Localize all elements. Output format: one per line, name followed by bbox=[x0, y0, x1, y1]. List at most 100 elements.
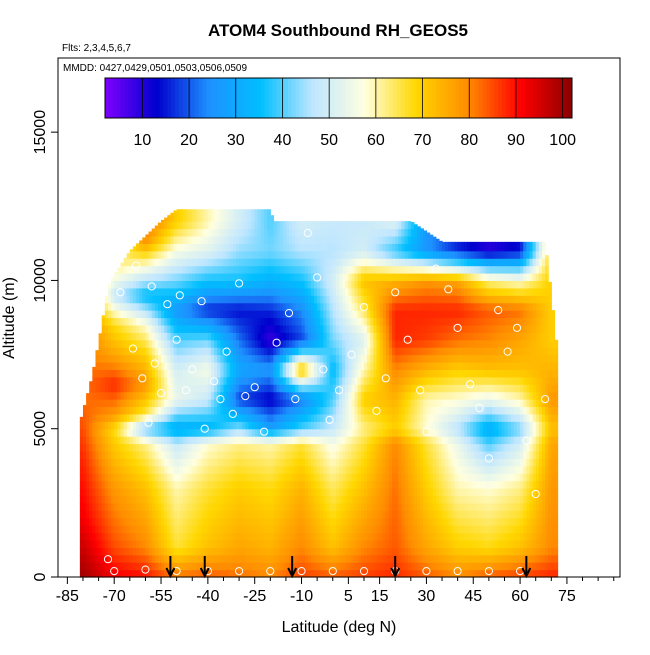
heatmap-cell bbox=[242, 228, 246, 237]
heatmap-cell bbox=[107, 473, 112, 482]
heatmap-cell bbox=[407, 465, 412, 474]
heatmap-cell bbox=[379, 332, 384, 341]
heatmap-cell bbox=[398, 235, 403, 244]
heatmap-cell bbox=[342, 280, 346, 289]
heatmap-cell bbox=[264, 406, 268, 415]
heatmap-cell bbox=[354, 354, 359, 363]
heatmap-cell bbox=[235, 209, 240, 215]
heatmap-cell bbox=[223, 295, 228, 304]
heatmap-cell bbox=[148, 258, 153, 267]
heatmap-cell bbox=[248, 465, 253, 474]
heatmap-cell bbox=[289, 332, 293, 341]
heatmap-cell bbox=[176, 554, 181, 563]
heatmap-cell bbox=[210, 413, 215, 422]
heatmap-cell bbox=[379, 428, 384, 437]
heatmap-cell bbox=[348, 317, 353, 326]
heatmap-cell bbox=[404, 517, 409, 526]
heatmap-cell bbox=[145, 495, 150, 504]
heatmap-cell bbox=[161, 428, 165, 437]
heatmap-cell bbox=[129, 265, 134, 274]
heatmap-cell bbox=[370, 280, 374, 289]
heatmap-cell bbox=[279, 258, 284, 267]
heatmap-cell bbox=[329, 295, 334, 304]
heatmap-cell bbox=[357, 517, 362, 526]
heatmap-cell bbox=[367, 332, 371, 341]
heatmap-cell bbox=[207, 302, 212, 311]
heatmap-cell bbox=[182, 428, 187, 437]
heatmap-cell bbox=[298, 547, 303, 556]
heatmap-cell bbox=[385, 554, 390, 563]
heatmap-cell bbox=[354, 488, 359, 497]
heatmap-cell bbox=[388, 317, 393, 326]
heatmap-cell bbox=[214, 302, 218, 311]
heatmap-cell bbox=[307, 332, 312, 341]
heatmap-cell bbox=[132, 458, 137, 467]
heatmap-cell bbox=[267, 221, 271, 230]
heatmap-cell bbox=[282, 413, 287, 422]
heatmap-cell bbox=[248, 399, 253, 408]
heatmap-cell bbox=[260, 443, 265, 452]
heatmap-cell bbox=[210, 369, 215, 378]
heatmap-cell bbox=[229, 532, 234, 541]
heatmap-cell bbox=[239, 554, 243, 563]
heatmap-cell bbox=[132, 510, 137, 519]
heatmap-cell bbox=[257, 413, 262, 422]
heatmap-cell bbox=[107, 562, 112, 571]
heatmap-cell bbox=[107, 488, 112, 497]
heatmap-cell bbox=[320, 502, 324, 511]
heatmap-cell bbox=[248, 295, 253, 304]
heatmap-cell bbox=[289, 287, 293, 296]
heatmap-cell bbox=[395, 361, 399, 370]
heatmap-cell bbox=[301, 539, 306, 548]
heatmap-cell bbox=[345, 421, 349, 430]
heatmap-cell bbox=[264, 473, 268, 482]
heatmap-cell bbox=[129, 450, 134, 459]
heatmap-cell bbox=[164, 428, 168, 437]
heatmap-cell bbox=[335, 502, 340, 511]
heatmap-cell bbox=[285, 317, 290, 326]
heatmap-cell bbox=[120, 436, 125, 445]
heatmap-cell bbox=[217, 532, 221, 541]
heatmap-cell bbox=[82, 517, 87, 526]
heatmap-cell bbox=[136, 347, 140, 356]
heatmap-cell bbox=[248, 510, 253, 519]
heatmap-cell bbox=[335, 324, 340, 333]
heatmap-cell bbox=[198, 339, 203, 348]
heatmap-cell bbox=[267, 376, 271, 385]
heatmap-cell bbox=[292, 450, 296, 459]
heatmap-cell bbox=[117, 539, 122, 548]
heatmap-cell bbox=[317, 369, 321, 378]
heatmap-cell bbox=[117, 324, 122, 333]
heatmap-cell bbox=[126, 295, 131, 304]
heatmap-cell bbox=[310, 428, 315, 437]
heatmap-cell bbox=[363, 339, 368, 348]
heatmap-cell bbox=[282, 265, 287, 274]
heatmap-cell bbox=[332, 428, 337, 437]
heatmap-cell bbox=[285, 502, 290, 511]
heatmap-cell bbox=[285, 525, 290, 534]
heatmap-cell bbox=[235, 510, 240, 519]
heatmap-cell bbox=[179, 209, 184, 215]
heatmap-cell bbox=[376, 458, 381, 467]
heatmap-cell bbox=[198, 406, 203, 415]
heatmap-cell bbox=[154, 287, 159, 296]
heatmap-cell bbox=[104, 495, 109, 504]
heatmap-cell bbox=[254, 317, 259, 326]
heatmap-cell bbox=[164, 384, 168, 393]
heatmap-cell bbox=[120, 302, 125, 311]
heatmap-cell bbox=[410, 443, 415, 452]
heatmap-cell bbox=[382, 547, 387, 556]
heatmap-cell bbox=[86, 554, 90, 563]
heatmap-cell bbox=[335, 384, 340, 393]
heatmap-cell bbox=[304, 488, 309, 497]
heatmap-cell bbox=[267, 332, 271, 341]
heatmap-cell bbox=[307, 280, 312, 289]
heatmap-cell bbox=[142, 443, 147, 452]
heatmap-cell bbox=[335, 495, 340, 504]
heatmap-cell bbox=[214, 295, 218, 304]
heatmap-cell bbox=[132, 406, 137, 415]
heatmap-cell bbox=[148, 458, 153, 467]
heatmap-cell bbox=[136, 532, 140, 541]
heatmap-cell bbox=[257, 391, 262, 400]
heatmap-cell bbox=[339, 569, 343, 578]
